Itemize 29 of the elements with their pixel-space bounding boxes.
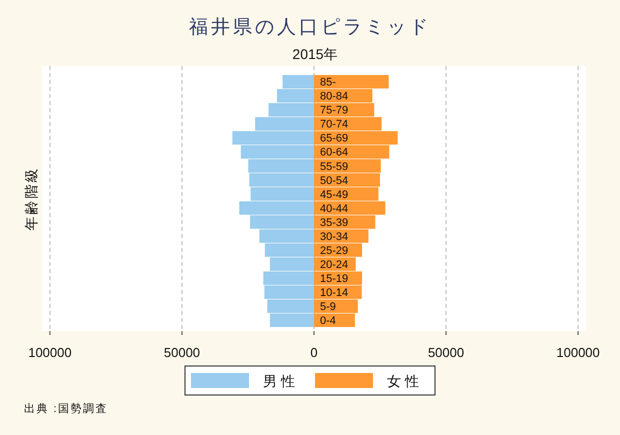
y-tick-label: 65-69 xyxy=(320,132,348,145)
y-tick-label: 45-49 xyxy=(320,188,348,201)
y-tick-label: 80-84 xyxy=(320,90,348,103)
y-tick-label: 30-34 xyxy=(320,230,348,243)
y-tick-label: 25-29 xyxy=(320,244,348,257)
y-tick-label: 15-19 xyxy=(320,273,348,286)
legend-label: 男性 xyxy=(263,373,299,389)
y-tick-label: 55-59 xyxy=(320,160,348,173)
y-tick-label: 5-9 xyxy=(320,301,336,314)
y-tick-label: 20-24 xyxy=(320,258,348,271)
legend-label: 女性 xyxy=(387,373,423,389)
source-note: 出典 :国勢調査 xyxy=(24,402,108,415)
y-tick-label: 85- xyxy=(320,76,336,89)
y-tick-label: 35-39 xyxy=(320,216,348,229)
x-tick-label: 50000 xyxy=(164,345,200,360)
y-tick-label: 40-44 xyxy=(320,202,348,215)
y-tick-label: 0-4 xyxy=(320,315,336,328)
y-tick-label: 75-79 xyxy=(320,104,348,117)
y-tick-label: 60-64 xyxy=(320,146,348,159)
y-tick-label: 10-14 xyxy=(320,287,348,300)
chart-subtitle: 2015年 xyxy=(292,46,338,62)
x-tick-label: 50000 xyxy=(428,345,464,360)
x-tick-label: 100000 xyxy=(556,345,600,360)
y-tick-label: 50-54 xyxy=(320,174,348,187)
chart-title: 福井県の人口ピラミッド xyxy=(189,17,431,38)
x-tick-label: 0 xyxy=(310,345,318,360)
y-axis-title: 年齢階級 xyxy=(23,166,39,230)
x-tick-label: 100000 xyxy=(28,345,72,360)
y-tick-label: 70-74 xyxy=(320,118,348,131)
